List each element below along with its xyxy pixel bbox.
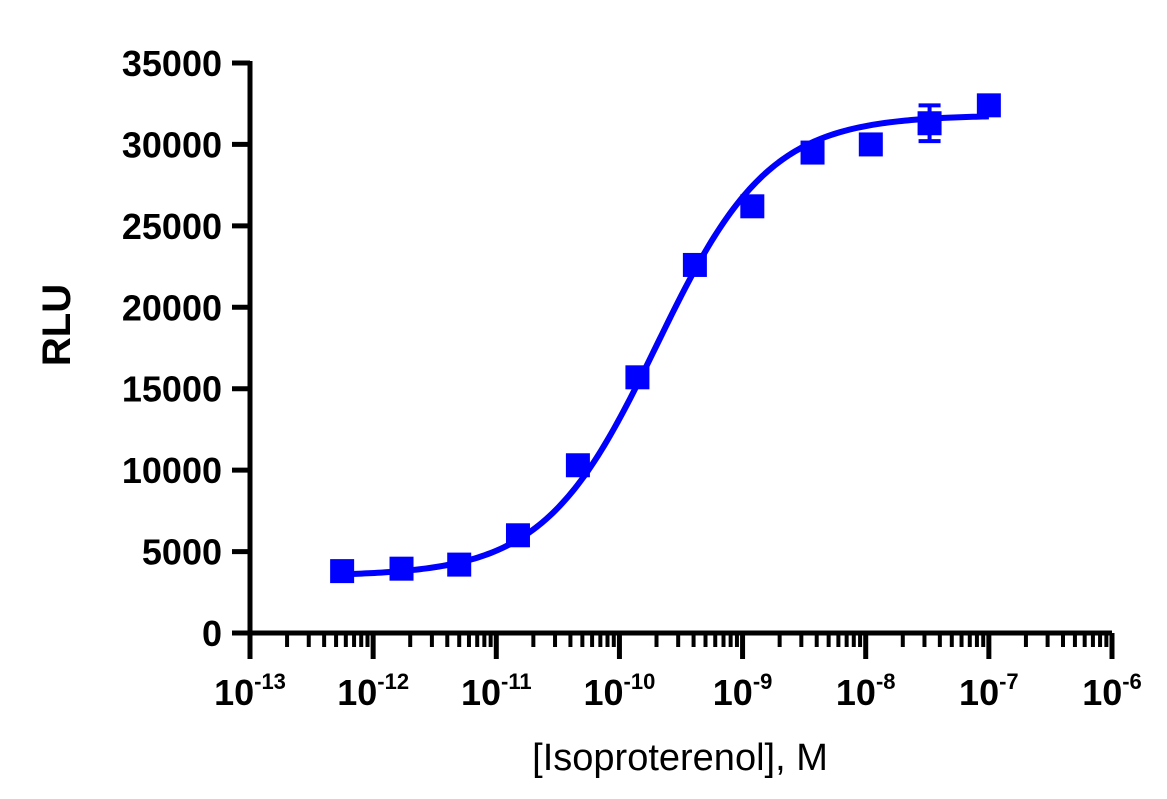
square-marker bbox=[682, 252, 707, 277]
data-points-layer bbox=[330, 93, 1001, 584]
square-marker bbox=[389, 556, 414, 581]
x-axis-title: [Isoproterenol], M bbox=[532, 737, 828, 779]
data-point bbox=[625, 365, 650, 390]
square-marker bbox=[976, 93, 1001, 118]
data-point bbox=[976, 93, 1001, 118]
square-marker bbox=[800, 140, 825, 165]
y-tick-label: 15000 bbox=[122, 369, 222, 410]
data-point bbox=[565, 453, 590, 478]
y-tick-label: 35000 bbox=[122, 43, 222, 84]
data-point bbox=[505, 523, 530, 548]
data-point bbox=[389, 556, 414, 581]
square-marker bbox=[917, 111, 942, 136]
square-marker bbox=[330, 559, 355, 584]
data-point bbox=[800, 140, 825, 165]
x-tick-label: 10-8 bbox=[836, 669, 896, 713]
x-tick-label: 10-10 bbox=[584, 669, 656, 713]
y-tick-label: 10000 bbox=[122, 450, 222, 491]
data-point bbox=[682, 252, 707, 277]
square-marker bbox=[740, 194, 765, 219]
data-point bbox=[740, 194, 765, 219]
x-tick-label: 10-13 bbox=[214, 669, 286, 713]
tick-labels-layer: 0 5000 10000 15000 20000 25000 30000 35000 10-13… bbox=[122, 43, 1142, 713]
fit-curve-layer bbox=[342, 113, 989, 578]
data-point bbox=[330, 559, 355, 584]
y-tick-label: 30000 bbox=[122, 124, 222, 165]
axes bbox=[232, 60, 1115, 659]
y-tick-label: 0 bbox=[202, 613, 222, 654]
square-marker bbox=[625, 365, 650, 390]
square-marker bbox=[858, 132, 883, 157]
y-axis-title: RLU bbox=[35, 284, 79, 366]
square-marker bbox=[505, 523, 530, 548]
data-point bbox=[447, 552, 472, 577]
x-tick-label: 10-6 bbox=[1082, 669, 1142, 713]
y-tick-label: 25000 bbox=[122, 206, 222, 247]
x-tick-label: 10-9 bbox=[713, 669, 773, 713]
y-tick-label: 20000 bbox=[122, 287, 222, 328]
data-point bbox=[858, 132, 883, 157]
data-point bbox=[917, 103, 942, 144]
square-marker bbox=[565, 453, 590, 478]
y-tick-label: 5000 bbox=[142, 532, 222, 573]
square-marker bbox=[447, 552, 472, 577]
x-tick-label: 10-7 bbox=[959, 669, 1019, 713]
x-tick-label: 10-11 bbox=[461, 669, 532, 713]
x-tick-label: 10-12 bbox=[337, 669, 409, 713]
fit-curve bbox=[342, 113, 989, 578]
